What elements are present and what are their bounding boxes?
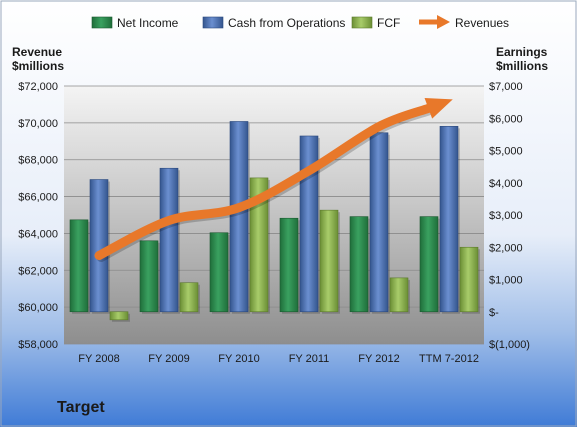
left-tick-label: $62,000: [18, 265, 58, 277]
left-axis-title-line2: $millions: [12, 59, 64, 73]
legend-swatch-cash-from-operations: [202, 16, 224, 29]
right-tick-label: $7,000: [489, 81, 523, 93]
right-tick-label: $3,000: [489, 210, 523, 222]
bar-fcf: [319, 209, 339, 313]
plot-area: [64, 86, 484, 344]
right-axis-title-line1: Earnings: [496, 45, 548, 59]
revenue-line-path: [94, 103, 433, 261]
left-axis-title-line1: Revenue: [12, 45, 62, 59]
right-tick-label: $(1,000): [489, 339, 530, 351]
legend-swatch-revenues: [419, 15, 450, 29]
left-tick-label: $70,000: [18, 118, 58, 130]
bar-net-income: [69, 219, 89, 313]
revenue-arrowhead: [424, 98, 453, 119]
x-tick-label: FY 2008: [78, 353, 119, 365]
right-tick-label: $2,000: [489, 242, 523, 254]
left-tick-label: $60,000: [18, 302, 58, 314]
bar-fcf: [249, 177, 269, 313]
bar-fcf: [389, 277, 409, 313]
left-tick-label: $68,000: [18, 155, 58, 167]
x-tick-label: TTM 7-2012: [419, 353, 479, 365]
right-tick-label: $6,000: [489, 113, 523, 125]
x-tick-label: FY 2009: [148, 353, 189, 365]
x-axis-ticks: FY 2008 FY 2009 FY 2010 FY 2011 FY 2012 TTM 7…: [78, 353, 479, 365]
right-tick-label: $5,000: [489, 146, 523, 158]
right-tick-label: $-: [489, 307, 499, 319]
legend-swatch-net-income: [91, 16, 113, 29]
bar-cash-from-operations: [299, 135, 319, 313]
left-axis-ticks: $58,000 $60,000 $62,000 $64,000 $66,000 $68,0…: [18, 81, 58, 351]
gridlines: [64, 85, 484, 345]
left-tick-label: $64,000: [18, 228, 58, 240]
bar-cash-from-operations: [159, 167, 179, 313]
right-tick-label: $4,000: [489, 178, 523, 190]
x-tick-label: FY 2011: [289, 353, 330, 365]
legend-swatch-fcf: [351, 16, 373, 29]
bar-fcf: [179, 282, 199, 313]
legend-label-fcf: FCF: [377, 16, 400, 30]
bar-net-income: [349, 216, 369, 313]
bar-cash-from-operations: [229, 121, 249, 313]
legend-label-revenues: Revenues: [455, 16, 509, 30]
chart-title: Target: [57, 399, 105, 416]
bar-fcf: [459, 246, 479, 313]
x-tick-label: FY 2010: [218, 353, 259, 365]
legend: Net Income Cash from Operations FCF Reve…: [91, 15, 509, 30]
bar-net-income: [279, 217, 299, 313]
left-tick-label: $58,000: [18, 339, 58, 351]
right-axis-title-line2: $millions: [496, 59, 548, 73]
left-tick-label: $66,000: [18, 192, 58, 204]
x-tick-label: FY 2012: [358, 353, 399, 365]
legend-label-net-income: Net Income: [117, 16, 179, 30]
bar-net-income: [209, 232, 229, 313]
left-tick-label: $72,000: [18, 81, 58, 93]
revenue-line: [94, 98, 453, 263]
right-tick-label: $1,000: [489, 275, 523, 287]
legend-label-cash-from-operations: Cash from Operations: [228, 16, 345, 30]
bar-fcf: [109, 311, 129, 321]
bar-cash-from-operations: [369, 132, 389, 313]
bar-net-income: [419, 216, 439, 313]
bar-net-income: [139, 240, 159, 313]
bars: [69, 121, 480, 322]
right-axis-ticks: $(1,000) $- $1,000 $2,000 $3,000 $4,000 $5,000…: [489, 81, 530, 351]
bar-cash-from-operations: [439, 126, 459, 313]
bar-cash-from-operations: [89, 179, 109, 313]
